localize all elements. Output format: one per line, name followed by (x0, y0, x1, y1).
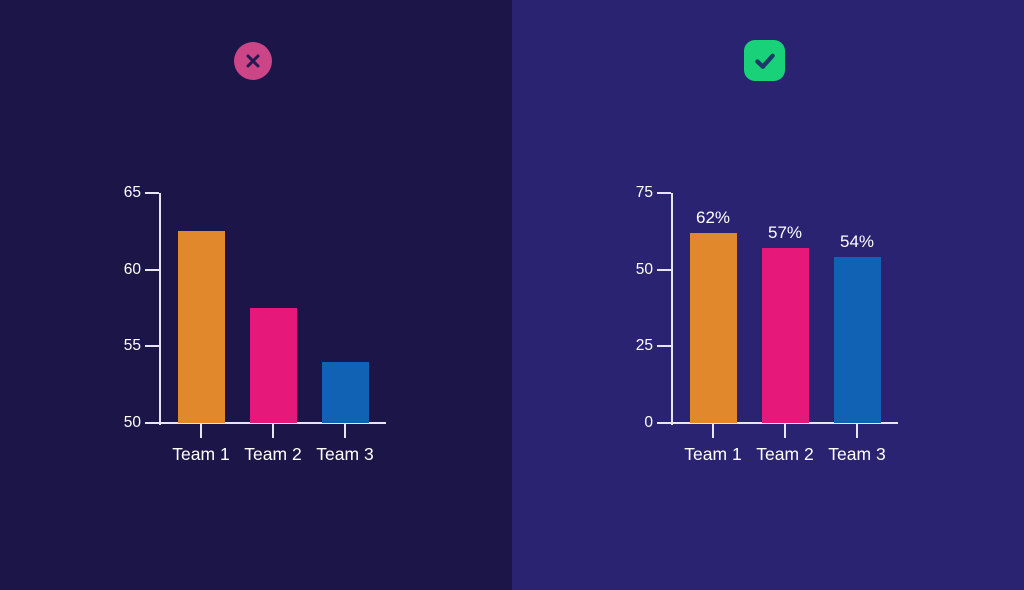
check-icon (744, 40, 785, 81)
y-tick-label: 0 (644, 414, 653, 431)
y-tick-label: 60 (123, 260, 141, 278)
y-tick-mark (657, 345, 671, 348)
y-tick-label: 25 (635, 337, 653, 355)
y-tick-mark (657, 268, 671, 271)
x-category-label: Team 1 (172, 444, 230, 464)
panel-honest-chart: 75 50 25 0 62% Team 1 57% Team 2 54% Team 3 (512, 0, 1024, 590)
x-category-label: Team 3 (828, 444, 886, 464)
bar-value-label: 54% (839, 232, 875, 252)
y-tick-mark (145, 268, 159, 271)
x-tick-mark (856, 424, 858, 438)
bar-value-label: 57% (767, 223, 803, 243)
x-axis-line (658, 422, 898, 424)
x-tick-mark (200, 424, 202, 438)
bar-chart-zero-baseline: 75 50 25 0 62% Team 1 57% Team 2 54% Team 3 (512, 0, 1024, 590)
bar-team-1 (177, 231, 225, 423)
bar-team-3 (833, 257, 881, 423)
bar-team-2 (249, 308, 297, 423)
y-tick-mark (145, 192, 159, 194)
cross-icon (234, 42, 272, 80)
x-category-label: Team 2 (756, 444, 814, 464)
x-tick-mark (712, 424, 714, 438)
x-category-label: Team 3 (316, 444, 374, 464)
panel-misleading-chart: 65 60 55 50 Team 1 Team 2 Team 3 (0, 0, 512, 590)
bar-chart-truncated-axis: 65 60 55 50 Team 1 Team 2 Team 3 (123, 184, 386, 464)
bar-team-2 (761, 248, 809, 423)
y-tick-label: 50 (635, 260, 653, 278)
bar-value-label: 62% (695, 207, 731, 227)
bar-team-3 (321, 361, 369, 423)
bar-team-1 (689, 232, 737, 423)
y-tick-label: 65 (123, 184, 141, 201)
x-tick-mark (272, 424, 274, 438)
y-tick-label: 75 (635, 184, 653, 201)
x-axis-line (146, 422, 386, 424)
x-tick-mark (784, 424, 786, 438)
y-tick-mark (657, 192, 671, 194)
y-tick-label: 50 (123, 414, 141, 431)
y-axis-line (671, 193, 673, 425)
y-axis-line (159, 193, 161, 425)
x-category-label: Team 1 (684, 444, 742, 464)
y-tick-mark (145, 345, 159, 348)
x-category-label: Team 2 (244, 444, 302, 464)
y-tick-label: 55 (123, 337, 141, 355)
x-tick-mark (344, 424, 346, 438)
